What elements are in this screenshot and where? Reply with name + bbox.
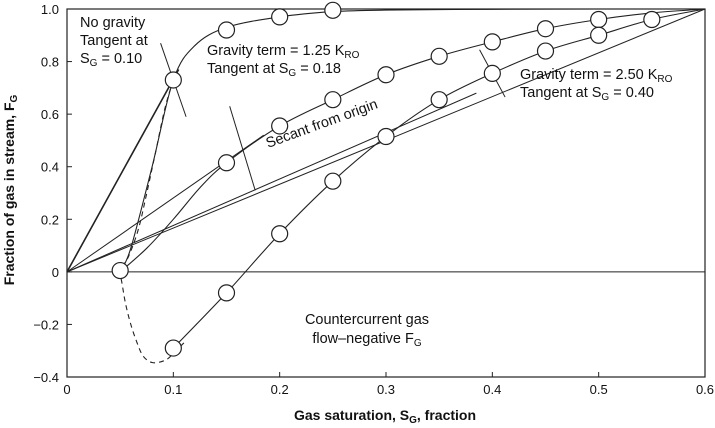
data-point-marker bbox=[324, 91, 342, 109]
y-axis-label: Fraction of gas in stream, FG bbox=[1, 94, 20, 285]
x-tick-label: 0.1 bbox=[164, 382, 182, 397]
annotation-no-gravity: No gravity Tangent at SG = 0.10 bbox=[80, 15, 148, 69]
svg-text:flow–negative FG: flow–negative FG bbox=[312, 331, 422, 349]
annotation-gravity-250: Gravity term = 2.50 KRO Tangent at SG = … bbox=[520, 67, 673, 103]
svg-text:SG = 0.10: SG = 0.10 bbox=[80, 51, 142, 69]
data-point-marker bbox=[324, 172, 342, 190]
x-tick-label: 0 bbox=[63, 382, 70, 397]
data-point-marker bbox=[271, 225, 289, 243]
y-tick-label: 0.8 bbox=[41, 55, 59, 70]
svg-text:Tangent at: Tangent at bbox=[80, 33, 148, 49]
tangent-line bbox=[66, 134, 265, 273]
data-point-marker bbox=[217, 154, 236, 172]
annotation-gravity-125: Gravity term = 1.25 KRO Tangent at SG = … bbox=[207, 43, 360, 79]
x-tick-label: 0.4 bbox=[483, 382, 501, 397]
data-point-marker bbox=[271, 117, 289, 135]
data-point-marker bbox=[377, 127, 395, 146]
y-tick-label: 0.2 bbox=[41, 212, 59, 227]
data-point-marker bbox=[643, 10, 661, 29]
data-point-marker bbox=[483, 33, 501, 51]
x-tick-label: 0.3 bbox=[377, 382, 395, 397]
svg-text:Gravity term = 1.25 KRO: Gravity term = 1.25 KRO bbox=[207, 43, 360, 61]
x-axis-label: Gas saturation, SG, fraction bbox=[294, 407, 476, 426]
annotation-countercurrent: Countercurrent gas flow–negative FG bbox=[305, 312, 429, 349]
data-point-marker bbox=[111, 261, 129, 280]
svg-text:Tangent at SG = 0.18: Tangent at SG = 0.18 bbox=[207, 61, 341, 79]
svg-text:No gravity: No gravity bbox=[80, 15, 146, 31]
y-tick-label: 1.0 bbox=[41, 2, 59, 17]
data-point-marker bbox=[217, 21, 236, 39]
svg-text:Tangent at SG = 0.40: Tangent at SG = 0.40 bbox=[520, 85, 654, 103]
data-point-marker bbox=[324, 1, 342, 19]
data-point-marker bbox=[164, 71, 182, 89]
dashed-locus-curve bbox=[119, 79, 185, 364]
data-point-marker bbox=[271, 8, 289, 26]
series-curve-3 bbox=[172, 8, 706, 349]
data-point-marker bbox=[217, 284, 236, 302]
data-point-marker bbox=[536, 42, 555, 60]
tangent-tick-mark bbox=[229, 106, 256, 191]
data-point-marker bbox=[430, 47, 448, 65]
x-tick-label: 0.5 bbox=[590, 382, 608, 397]
data-point-marker bbox=[483, 64, 501, 83]
y-tick-label: 0.6 bbox=[41, 107, 59, 122]
x-tick-label: 0.6 bbox=[696, 382, 714, 397]
tangent-line bbox=[66, 69, 180, 273]
y-tick-label: 0.4 bbox=[41, 160, 59, 175]
data-point-marker bbox=[430, 91, 448, 109]
data-point-marker bbox=[590, 26, 608, 44]
tangent-line bbox=[66, 92, 477, 273]
svg-text:Countercurrent gas: Countercurrent gas bbox=[305, 312, 429, 328]
data-point-marker bbox=[536, 20, 555, 38]
tick-labels: 0 0.1 0.2 0.3 0.4 0.5 0.6 −0.4 −0.2 0 0.2 0.4 0.6 0.8… bbox=[33, 2, 714, 397]
plot-area bbox=[66, 1, 706, 378]
data-point-marker bbox=[590, 10, 608, 29]
data-point-marker bbox=[164, 339, 182, 357]
y-tick-label: 0 bbox=[52, 265, 59, 280]
y-tick-label: −0.2 bbox=[33, 317, 59, 332]
data-point-marker bbox=[377, 66, 395, 84]
x-tick-label: 0.2 bbox=[271, 382, 289, 397]
y-tick-label: −0.4 bbox=[33, 370, 59, 385]
svg-text:Gravity term = 2.50 KRO: Gravity term = 2.50 KRO bbox=[520, 67, 673, 85]
